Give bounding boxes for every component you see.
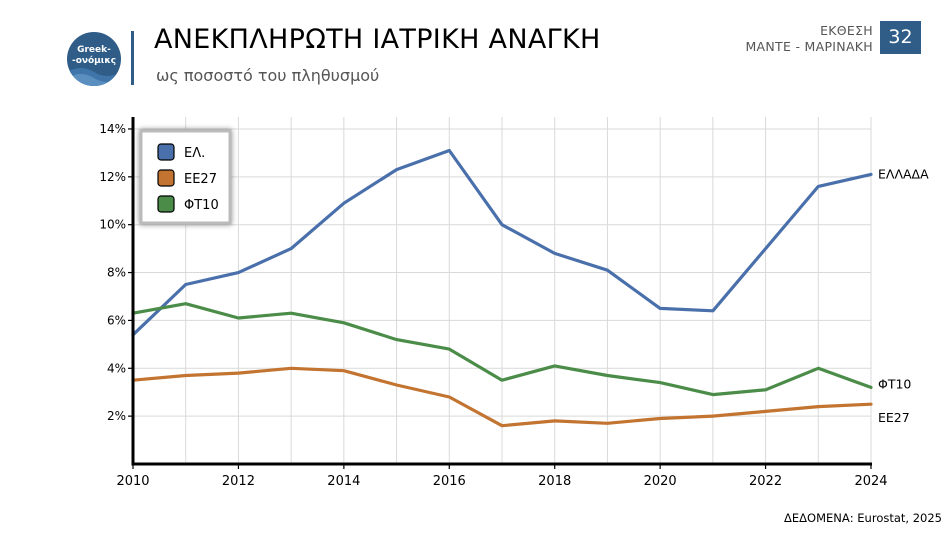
series-end-label-1: ΕΕ27 <box>878 410 910 425</box>
report-label-line1: ΕΚΘΕΣΗ <box>820 23 873 38</box>
page-number-badge: 32 <box>880 21 921 54</box>
y-tick-label: 12% <box>99 170 126 184</box>
y-tick-label: 6% <box>107 313 126 327</box>
legend-swatch-1 <box>157 169 175 187</box>
legend-box <box>139 129 232 225</box>
series-line-1 <box>131 366 873 428</box>
series-end-label-2: ΦΤ10 <box>878 376 911 391</box>
greekonomics-logo: Greek- -ονόμικς <box>67 32 121 86</box>
legend-label-1: ΕΕ27 <box>184 172 217 187</box>
legend-swatch-0 <box>157 143 175 161</box>
series-end-label-0: ΕΛΛΑΔΑ <box>878 166 929 181</box>
series-line-0 <box>131 148 873 337</box>
x-tick-label: 2012 <box>222 474 255 489</box>
logo-text-line1: Greek- <box>77 45 111 55</box>
page-subtitle: ως ποσοστό του πληθυσμού <box>156 66 380 85</box>
legend-swatch-2 <box>157 195 175 213</box>
x-tick-label: 2022 <box>749 474 782 489</box>
series-line-2 <box>131 302 873 397</box>
x-tick-label: 2014 <box>327 474 360 489</box>
data-source-note: ΔΕΔΟΜΕΝΑ: Eurostat, 2025 <box>784 511 942 525</box>
legend-label-0: ΕΛ. <box>184 146 205 161</box>
y-tick-label: 10% <box>99 218 126 232</box>
x-tick-label: 2010 <box>116 474 149 489</box>
x-tick-label: 2020 <box>644 474 677 489</box>
y-tick-label: 14% <box>99 122 126 136</box>
y-tick-label: 4% <box>107 361 126 375</box>
legend-label-2: ΦΤ10 <box>184 198 219 213</box>
y-tick-label: 8% <box>107 266 126 280</box>
x-tick-label: 2024 <box>854 474 887 489</box>
x-tick-label: 2016 <box>433 474 466 489</box>
report-label: ΕΚΘΕΣΗ ΜΑΝΤΕ - ΜΑΡΙΝΑΚΗ <box>745 23 873 55</box>
wave-icon <box>67 68 121 86</box>
page-title: ΑΝΕΚΠΛΗΡΩΤΗ ΙΑΤΡΙΚΗ ΑΝΑΓΚΗ <box>154 24 601 55</box>
report-label-line2: ΜΑΝΤΕ - ΜΑΡΙΝΑΚΗ <box>745 39 873 54</box>
y-tick-label: 2% <box>107 409 126 423</box>
x-tick-label: 2018 <box>538 474 571 489</box>
title-accent-bar <box>131 31 134 85</box>
logo-text-line2: -ονόμικς <box>71 56 117 66</box>
